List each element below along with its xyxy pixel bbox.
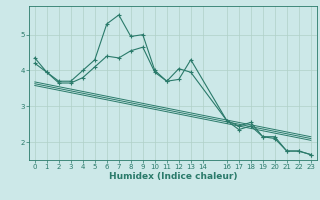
X-axis label: Humidex (Indice chaleur): Humidex (Indice chaleur) [108, 172, 237, 181]
